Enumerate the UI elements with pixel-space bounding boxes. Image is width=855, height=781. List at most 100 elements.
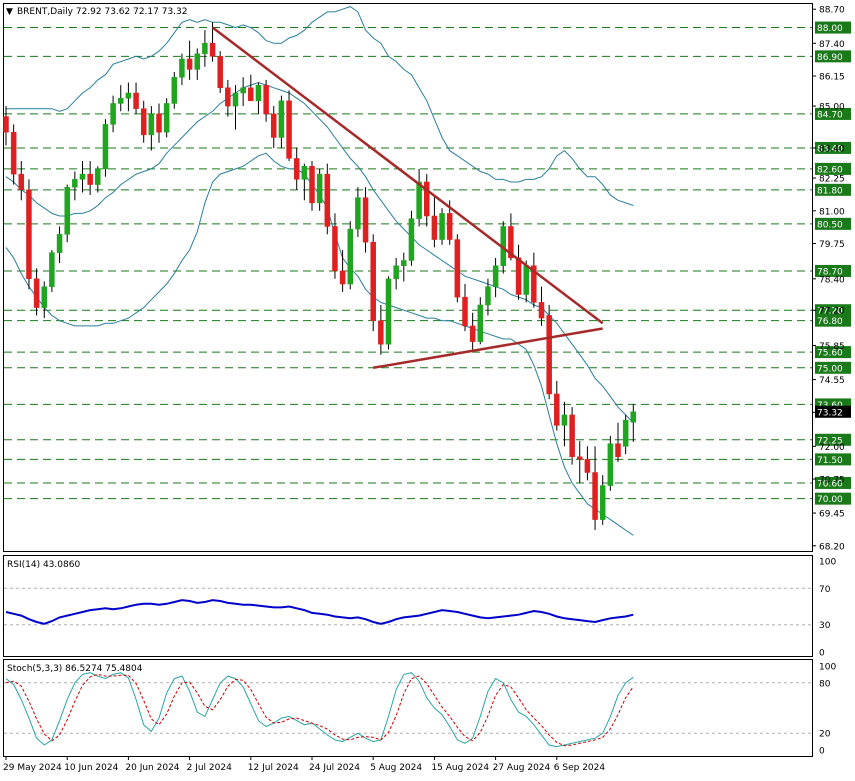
candle-body — [439, 213, 445, 240]
level-label: 75.00 — [817, 364, 843, 374]
candle-body — [110, 103, 116, 125]
candle-body — [454, 239, 461, 298]
level-label: 83.40 — [817, 144, 843, 154]
candle-body — [33, 278, 40, 308]
level-label: 70.60 — [817, 479, 843, 489]
level-label: 78.70 — [817, 267, 843, 277]
date-tick-label: 27 Aug 2024 — [493, 763, 551, 773]
level-tag — [815, 107, 851, 120]
price-tick-label: 72.00 — [819, 443, 845, 453]
level-label: 77.20 — [817, 307, 843, 317]
candle-body — [118, 97, 124, 104]
price-tick-label: 88.70 — [819, 6, 845, 16]
candle-body — [232, 92, 239, 107]
price-tick-label: 78.40 — [819, 275, 845, 285]
level-tag — [815, 217, 851, 230]
candle-body — [148, 113, 155, 136]
bollinger-middle — [5, 81, 634, 424]
level-tag — [815, 141, 851, 154]
candle-body — [263, 84, 269, 115]
date-tick-label: 24 Jul 2024 — [309, 763, 360, 773]
candle-body — [79, 173, 86, 180]
candle-body — [362, 197, 369, 243]
price-tick-label: 69.45 — [819, 510, 845, 520]
level-tag — [815, 183, 851, 196]
candle-body — [171, 77, 178, 104]
candle-body — [630, 411, 637, 423]
rsi-panel — [3, 555, 813, 657]
candle-body — [10, 131, 17, 175]
candle-body — [393, 265, 399, 280]
candle-body — [324, 173, 331, 227]
candle-body — [286, 100, 292, 159]
candle-body — [255, 84, 262, 102]
candle-body — [309, 166, 315, 204]
candle-body — [347, 228, 353, 285]
price-panel — [3, 3, 813, 552]
price-tick-label: 74.55 — [819, 376, 845, 386]
price-tick-label: 77.20 — [819, 307, 845, 317]
candle-body — [554, 393, 560, 426]
level-tag — [815, 492, 851, 505]
candle-body — [64, 186, 70, 235]
level-tag — [815, 304, 851, 317]
rsi-label: RSI(14) 43.0860 — [7, 560, 80, 570]
candle-body — [378, 320, 384, 345]
candle-body — [278, 100, 285, 138]
date-tick-label: 20 Jun 2024 — [125, 763, 179, 773]
level-tag — [815, 346, 851, 359]
candle-body — [462, 296, 468, 327]
date-tick-label: 10 Jun 2024 — [64, 763, 118, 773]
level-tag — [815, 50, 851, 63]
candle-body — [248, 87, 254, 102]
candle-body — [355, 197, 361, 230]
candle-body — [339, 270, 346, 285]
date-tick-label: 6 Sep 2024 — [554, 763, 606, 773]
candle-body — [102, 124, 109, 170]
level-label: 86.90 — [817, 53, 843, 63]
candle-body — [156, 113, 162, 133]
candle-body — [3, 116, 9, 133]
header-arrow-icon[interactable]: ▼ — [6, 7, 13, 17]
candle-body — [469, 325, 476, 342]
trendlines — [211, 26, 604, 370]
candle-body — [592, 472, 598, 520]
candle-body — [370, 241, 376, 321]
candle-body — [561, 414, 568, 426]
candle-body — [209, 43, 216, 57]
candle-body — [217, 56, 223, 89]
candle-body — [133, 92, 139, 109]
level-label: 82.60 — [817, 165, 843, 175]
candle-body — [18, 173, 25, 191]
price-axis: 88.70 87.40 86.15 85.00 83.40 82.25 81.00 79.75… — [812, 6, 851, 552]
rsi-line — [5, 599, 634, 625]
candle-body — [240, 87, 246, 94]
price-tick-label: 75.85 — [819, 342, 845, 352]
level-tag — [815, 21, 851, 34]
candle-body — [492, 265, 499, 287]
candle-body — [125, 92, 132, 99]
level-label: 75.60 — [817, 349, 843, 359]
stoch-label: Stoch(5,3,3) 86.5274 75.4804 — [7, 664, 143, 674]
candle-body — [293, 158, 300, 180]
candle-body — [202, 43, 208, 54]
candle-body — [577, 456, 583, 460]
candle-body — [546, 315, 552, 395]
stoch-tick-label: 0 — [819, 747, 825, 757]
candle-body — [401, 260, 407, 266]
candle-body — [72, 179, 78, 188]
level-tag — [815, 453, 851, 466]
candle-body — [179, 58, 185, 78]
price-tick-label: 83.40 — [819, 144, 845, 154]
level-tag — [815, 264, 851, 277]
rsi-series: 100 70 30 0 — [4, 558, 836, 659]
candle-body — [26, 189, 32, 280]
candle-body — [332, 226, 338, 272]
stoch-series: 100 80 20 0 — [4, 663, 836, 757]
price-tick-label: 85.00 — [819, 103, 845, 113]
level-label: 81.80 — [817, 186, 843, 196]
price-tick-label: 86.15 — [819, 72, 845, 82]
stoch-tick-label: 100 — [819, 663, 836, 673]
level-label: 71.50 — [817, 456, 843, 466]
